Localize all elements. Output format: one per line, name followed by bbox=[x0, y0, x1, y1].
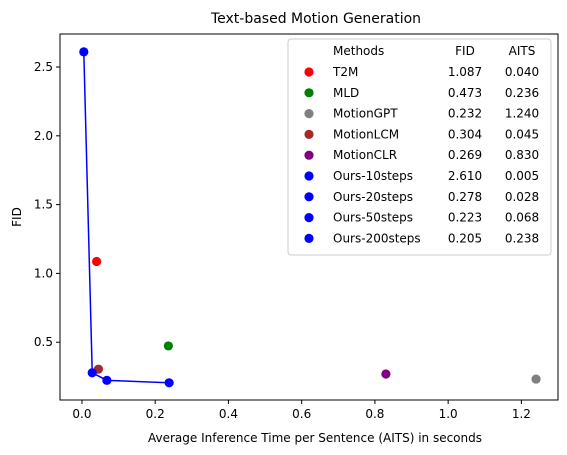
legend-header-aits: AITS bbox=[509, 44, 536, 58]
legend-fid-value: 0.205 bbox=[448, 231, 482, 245]
legend-fid-value: 2.610 bbox=[448, 169, 482, 183]
legend-header-fid: FID bbox=[455, 44, 475, 58]
legend-header-methods: Methods bbox=[333, 44, 384, 58]
point-mld bbox=[163, 341, 173, 351]
legend-fid-value: 0.223 bbox=[448, 211, 482, 225]
legend-method-name: Ours-20steps bbox=[333, 190, 413, 204]
legend-aits-value: 0.005 bbox=[505, 169, 539, 183]
plot-area bbox=[79, 47, 541, 388]
legend-method-name: T2M bbox=[332, 65, 358, 79]
y-tick-label: 2.0 bbox=[34, 129, 53, 143]
point-ours-50steps bbox=[102, 375, 112, 385]
legend-method-name: MotionLCM bbox=[333, 127, 399, 141]
legend-marker bbox=[304, 192, 314, 202]
legend-aits-value: 0.045 bbox=[505, 127, 539, 141]
point-motionclr bbox=[381, 369, 391, 379]
legend-aits-value: 0.236 bbox=[505, 86, 539, 100]
x-tick-label: 1.2 bbox=[512, 407, 531, 421]
legend-method-name: MotionCLR bbox=[333, 148, 397, 162]
y-tick-label: 0.5 bbox=[34, 335, 53, 349]
x-axis: 0.0 0.2 0.4 0.6 0.8 1.0 1.2 bbox=[72, 400, 531, 421]
legend-aits-value: 1.240 bbox=[505, 107, 539, 121]
point-t2m bbox=[92, 256, 102, 267]
x-axis-title: Average Inference Time per Sentence (AIT… bbox=[148, 431, 482, 445]
legend-aits-value: 0.830 bbox=[505, 148, 539, 162]
legend-fid-value: 0.269 bbox=[448, 148, 482, 162]
y-axis: 0.5 1.0 1.5 2.0 2.5 bbox=[34, 60, 60, 349]
legend-fid-value: 0.473 bbox=[448, 86, 482, 100]
chart-title: Text-based Motion Generation bbox=[210, 11, 421, 27]
point-ours-20steps bbox=[87, 368, 97, 378]
x-tick-label: 0.8 bbox=[365, 407, 384, 421]
y-tick-label: 2.5 bbox=[34, 60, 53, 74]
axes-frame bbox=[59, 33, 559, 401]
legend-marker bbox=[304, 109, 314, 119]
legend-marker bbox=[304, 129, 314, 139]
point-motiongpt bbox=[531, 374, 541, 384]
legend-method-name: MLD bbox=[333, 86, 359, 100]
x-tick-label: 0.2 bbox=[146, 407, 165, 421]
ours-steps-line bbox=[83, 51, 170, 384]
x-tick-label: 1.0 bbox=[439, 407, 458, 421]
x-tick-label: 0.0 bbox=[72, 407, 91, 421]
legend: Methods FID AITS T2M 1.087 0.040 MLD 0.473 0.236… bbox=[287, 38, 552, 256]
y-tick-label: 1.0 bbox=[34, 266, 53, 280]
legend-marker bbox=[304, 67, 314, 77]
legend-method-name: MotionGPT bbox=[333, 107, 398, 121]
x-tick-label: 0.4 bbox=[219, 407, 238, 421]
point-ours-10steps bbox=[79, 47, 89, 57]
legend-marker bbox=[304, 171, 314, 181]
point-ours-200steps bbox=[164, 378, 174, 388]
x-tick-label: 0.6 bbox=[292, 407, 311, 421]
legend-fid-value: 0.232 bbox=[448, 107, 482, 121]
legend-method-name: Ours-50steps bbox=[333, 211, 413, 225]
legend-method-name: Ours-10steps bbox=[333, 169, 413, 183]
legend-aits-value: 0.068 bbox=[505, 211, 539, 225]
legend-aits-value: 0.028 bbox=[505, 190, 539, 204]
legend-fid-value: 1.087 bbox=[448, 65, 482, 79]
legend-marker bbox=[304, 233, 314, 243]
legend-marker bbox=[304, 88, 314, 98]
legend-aits-value: 0.238 bbox=[505, 231, 539, 245]
legend-marker bbox=[304, 213, 314, 223]
y-axis-title: FID bbox=[10, 207, 24, 227]
y-tick-label: 1.5 bbox=[34, 198, 53, 212]
legend-marker bbox=[304, 150, 314, 160]
legend-method-name: Ours-200steps bbox=[333, 231, 421, 245]
legend-fid-value: 0.278 bbox=[448, 190, 482, 204]
legend-box bbox=[287, 38, 552, 256]
legend-aits-value: 0.040 bbox=[505, 65, 539, 79]
legend-fid-value: 0.304 bbox=[448, 127, 482, 141]
